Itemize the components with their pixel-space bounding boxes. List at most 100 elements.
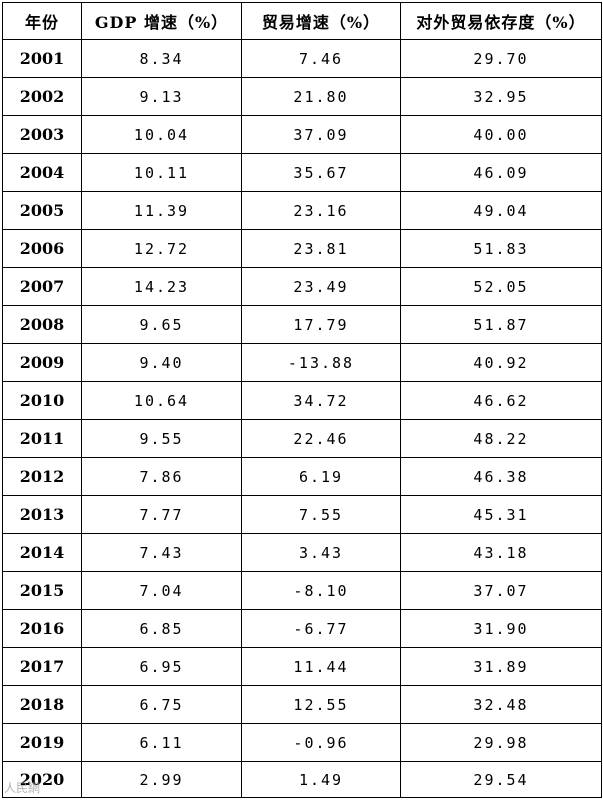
table-row: 2019 6.11 -0.96 29.98: [2, 723, 602, 762]
table-row: 2007 14.23 23.49 52.05: [2, 267, 602, 306]
table-row: 2006 12.72 23.81 51.83: [2, 229, 602, 268]
table-row: 2011 9.55 22.46 48.22: [2, 419, 602, 458]
cell-trade-dependence: 43.18: [400, 533, 602, 572]
cell-trade-growth: 11.44: [241, 647, 401, 686]
cell-gdp-growth: 9.40: [81, 343, 242, 382]
cell-year: 2001: [2, 39, 82, 78]
watermark: 人民網: [4, 781, 41, 795]
cell-gdp-growth: 7.86: [81, 457, 242, 496]
cell-gdp-growth: 2.99: [81, 761, 242, 798]
cell-year: 2013: [2, 495, 82, 534]
cell-trade-dependence: 45.31: [400, 495, 602, 534]
table-row: 2010 10.64 34.72 46.62: [2, 381, 602, 420]
table-row: 2017 6.95 11.44 31.89: [2, 647, 602, 686]
table-row: 2013 7.77 7.55 45.31: [2, 495, 602, 534]
table-row: 2018 6.75 12.55 32.48: [2, 685, 602, 724]
cell-trade-growth: -8.10: [241, 571, 401, 610]
cell-trade-growth: 35.67: [241, 153, 401, 192]
cell-year: 2019: [2, 723, 82, 762]
cell-gdp-growth: 11.39: [81, 191, 242, 230]
table-row: 2015 7.04 -8.10 37.07: [2, 571, 602, 610]
cell-trade-growth: 23.81: [241, 229, 401, 268]
table-row: 2014 7.43 3.43 43.18: [2, 533, 602, 572]
cell-year: 2003: [2, 115, 82, 154]
cell-trade-dependence: 51.87: [400, 305, 602, 344]
cell-gdp-growth: 7.04: [81, 571, 242, 610]
cell-trade-dependence: 31.90: [400, 609, 602, 648]
cell-year: 2007: [2, 267, 82, 306]
cell-trade-growth: 3.43: [241, 533, 401, 572]
header-trade-dependence: 对外贸易依存度（%）: [400, 2, 602, 40]
cell-gdp-growth: 7.43: [81, 533, 242, 572]
cell-trade-dependence: 37.07: [400, 571, 602, 610]
cell-trade-dependence: 40.92: [400, 343, 602, 382]
cell-year: 2012: [2, 457, 82, 496]
cell-gdp-growth: 12.72: [81, 229, 242, 268]
cell-trade-growth: 12.55: [241, 685, 401, 724]
cell-gdp-growth: 8.34: [81, 39, 242, 78]
cell-trade-dependence: 49.04: [400, 191, 602, 230]
cell-gdp-growth: 6.85: [81, 609, 242, 648]
table-row: 2012 7.86 6.19 46.38: [2, 457, 602, 496]
cell-trade-dependence: 32.95: [400, 77, 602, 116]
table-row: 2016 6.85 -6.77 31.90: [2, 609, 602, 648]
table-row: 2020 2.99 1.49 29.54: [2, 761, 602, 798]
cell-trade-growth: 17.79: [241, 305, 401, 344]
header-gdp-growth: GDP 增速（%）: [81, 2, 242, 40]
cell-gdp-growth: 14.23: [81, 267, 242, 306]
cell-trade-dependence: 46.38: [400, 457, 602, 496]
cell-trade-dependence: 31.89: [400, 647, 602, 686]
cell-year: 2009: [2, 343, 82, 382]
cell-trade-dependence: 40.00: [400, 115, 602, 154]
cell-gdp-growth: 9.13: [81, 77, 242, 116]
cell-gdp-growth: 9.55: [81, 419, 242, 458]
cell-gdp-growth: 6.95: [81, 647, 242, 686]
cell-trade-dependence: 29.70: [400, 39, 602, 78]
cell-trade-dependence: 29.54: [400, 761, 602, 798]
cell-year: 2005: [2, 191, 82, 230]
cell-trade-growth: 21.80: [241, 77, 401, 116]
cell-gdp-growth: 10.64: [81, 381, 242, 420]
table-row: 2008 9.65 17.79 51.87: [2, 305, 602, 344]
cell-year: 2004: [2, 153, 82, 192]
cell-trade-dependence: 46.09: [400, 153, 602, 192]
cell-year: 2017: [2, 647, 82, 686]
cell-trade-dependence: 29.98: [400, 723, 602, 762]
header-year: 年份: [2, 2, 82, 40]
table-body: 2001 8.34 7.46 29.70 2002 9.13 21.80 32.95 2003 1…: [2, 39, 602, 798]
cell-gdp-growth: 6.11: [81, 723, 242, 762]
cell-trade-growth: 6.19: [241, 457, 401, 496]
cell-trade-growth: 1.49: [241, 761, 401, 798]
cell-gdp-growth: 7.77: [81, 495, 242, 534]
cell-trade-dependence: 32.48: [400, 685, 602, 724]
table-row: 2003 10.04 37.09 40.00: [2, 115, 602, 154]
cell-gdp-growth: 9.65: [81, 305, 242, 344]
cell-trade-dependence: 46.62: [400, 381, 602, 420]
cell-year: 2010: [2, 381, 82, 420]
cell-year: 2006: [2, 229, 82, 268]
cell-trade-growth: -6.77: [241, 609, 401, 648]
cell-gdp-growth: 10.04: [81, 115, 242, 154]
cell-gdp-growth: 10.11: [81, 153, 242, 192]
cell-trade-growth: -0.96: [241, 723, 401, 762]
cell-trade-growth: 23.16: [241, 191, 401, 230]
header-trade-growth: 贸易增速（%）: [241, 2, 401, 40]
cell-trade-growth: 34.72: [241, 381, 401, 420]
cell-trade-dependence: 51.83: [400, 229, 602, 268]
table-row: 2009 9.40 -13.88 40.92: [2, 343, 602, 382]
cell-year: 2008: [2, 305, 82, 344]
cell-year: 2020: [2, 761, 82, 798]
table-row: 2002 9.13 21.80 32.95: [2, 77, 602, 116]
header-row: 年份 GDP 增速（%） 贸易增速（%） 对外贸易依存度（%）: [2, 2, 602, 40]
cell-trade-growth: 7.55: [241, 495, 401, 534]
cell-trade-growth: 37.09: [241, 115, 401, 154]
cell-year: 2002: [2, 77, 82, 116]
cell-year: 2018: [2, 685, 82, 724]
cell-year: 2011: [2, 419, 82, 458]
cell-year: 2014: [2, 533, 82, 572]
cell-trade-dependence: 48.22: [400, 419, 602, 458]
cell-gdp-growth: 6.75: [81, 685, 242, 724]
cell-year: 2016: [2, 609, 82, 648]
cell-year: 2015: [2, 571, 82, 610]
